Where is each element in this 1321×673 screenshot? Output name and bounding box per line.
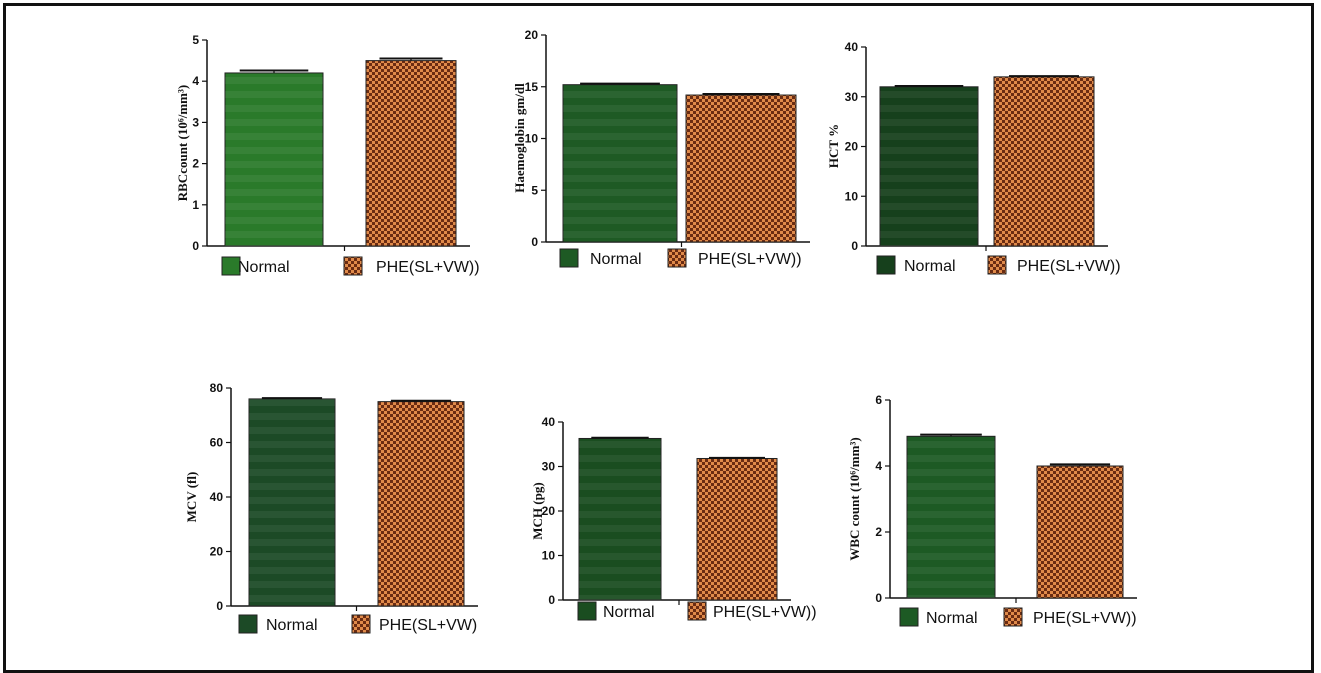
bar-normal-texture (880, 86, 978, 246)
legend-label-normal: Normal (603, 604, 655, 621)
y-tick-label: 20 (525, 28, 539, 42)
y-tick-label: 0 (192, 239, 199, 253)
legend-swatch-phe (1003, 607, 1023, 627)
bar-phe (377, 401, 465, 607)
y-tick-label: 20 (845, 140, 859, 154)
y-tick-label: 40 (845, 40, 859, 54)
legend-label-phe: PHE(SL+VW)) (1017, 258, 1121, 275)
bar-normal-texture (249, 398, 335, 606)
y-axis-label: MCH (pg) (530, 482, 545, 539)
y-tick-label: 10 (542, 549, 556, 563)
legend-label-phe: PHE(SL+VW) (379, 617, 477, 634)
y-tick-label: 4 (192, 74, 199, 88)
bar-normal-texture (225, 72, 323, 247)
legend-swatch-phe (667, 248, 687, 268)
legend-label-phe: PHE(SL+VW)) (376, 259, 480, 276)
y-tick-label: 30 (845, 90, 859, 104)
legend-swatch-phe (987, 255, 1007, 275)
y-tick-label: 0 (531, 235, 538, 249)
y-tick-label: 3 (192, 115, 199, 129)
y-tick-label: 15 (525, 80, 539, 94)
y-axis-label: WBC count (10⁶/mm³) (847, 437, 862, 560)
bar-normal-texture (907, 436, 995, 598)
bar-normal-texture (563, 84, 677, 243)
y-tick-label: 0 (851, 239, 858, 253)
bar-phe (993, 76, 1095, 247)
legend-label-normal: Normal (266, 617, 318, 634)
legend-swatch-normal (876, 255, 896, 275)
y-tick-label: 20 (210, 545, 224, 559)
y-tick-label: 6 (875, 393, 882, 407)
legend-swatch-phe (343, 256, 363, 276)
y-tick-label: 60 (210, 436, 224, 450)
legend-label-phe: PHE(SL+VW)) (1033, 610, 1137, 627)
y-tick-label: 4 (875, 459, 882, 473)
legend-swatch-normal (559, 248, 579, 268)
y-tick-label: 10 (845, 189, 859, 203)
legend-label-normal: Normal (904, 258, 956, 275)
legend-label-normal: Normal (590, 251, 642, 268)
y-axis-label: MCV (fl) (184, 472, 199, 523)
legend-swatch-normal (221, 256, 241, 276)
y-tick-label: 0 (216, 599, 223, 613)
legend-swatch-phe (687, 601, 707, 621)
y-tick-label: 1 (192, 198, 199, 212)
y-tick-label: 5 (192, 33, 199, 47)
bar-phe (1036, 465, 1124, 599)
y-tick-label: 0 (875, 591, 882, 605)
y-tick-label: 40 (542, 415, 556, 429)
bar-normal-texture (579, 438, 661, 600)
legend-swatch-phe (351, 614, 371, 634)
legend-label-phe: PHE(SL+VW)) (698, 251, 802, 268)
y-tick-label: 80 (210, 381, 224, 395)
y-tick-label: 30 (542, 460, 556, 474)
y-tick-label: 0 (548, 593, 555, 607)
y-tick-label: 2 (192, 157, 199, 171)
y-tick-label: 40 (210, 490, 224, 504)
legend-label-normal: Normal (926, 610, 978, 627)
legend-swatch-normal (577, 601, 597, 621)
y-tick-label: 5 (531, 183, 538, 197)
y-axis-label: Haemoglobin gm/dl (512, 83, 527, 193)
y-tick-label: 2 (875, 525, 882, 539)
legend-label-normal: Normal (238, 259, 290, 276)
y-axis-label: RBCcount (10⁶/mm³) (175, 85, 190, 201)
bar-phe (365, 60, 457, 247)
y-axis-label: HCT % (826, 124, 841, 168)
bar-phe (685, 94, 797, 243)
legend-label-phe: PHE(SL+VW)) (713, 604, 817, 621)
y-tick-label: 20 (542, 504, 556, 518)
y-tick-label: 10 (525, 132, 539, 146)
legend-swatch-normal (238, 614, 258, 634)
legend-swatch-normal (899, 607, 919, 627)
bar-phe (696, 457, 778, 601)
